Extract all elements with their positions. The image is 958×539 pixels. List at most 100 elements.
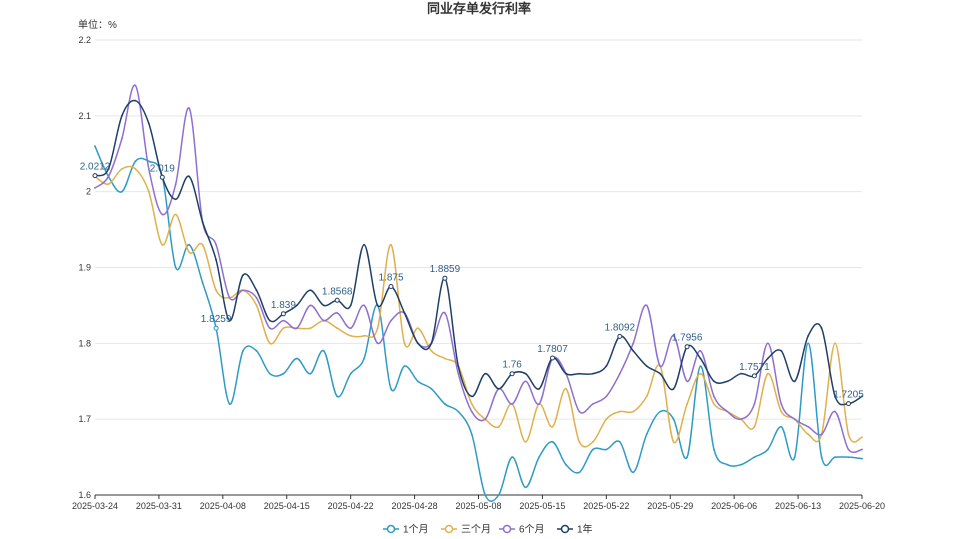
data-point [780, 350, 783, 352]
legend-item[interactable]: 1年 [557, 523, 593, 536]
data-point [713, 395, 715, 398]
data-point [659, 372, 662, 375]
data-point [524, 486, 527, 489]
data-point [780, 410, 783, 413]
data-point [551, 441, 554, 443]
data-point [336, 327, 339, 330]
data-point [713, 380, 715, 383]
data-point [766, 372, 769, 375]
data-point [497, 387, 500, 390]
data-label: 1.839 [271, 300, 296, 311]
data-point [390, 243, 392, 246]
axis-layer: 1.6 1.7 1.8 1.9 2 2.1 2.2 2025-03-24 2025-03-31 2… [72, 35, 885, 511]
data-point [632, 471, 635, 474]
data-label: 1.7571 [739, 362, 770, 373]
x-tick-label: 2025-03-24 [72, 501, 118, 511]
data-label: 1.7807 [537, 344, 568, 355]
data-point [713, 403, 715, 405]
data-label-marker [550, 355, 555, 361]
data-point [740, 372, 742, 375]
data-point [363, 304, 365, 307]
data-point [847, 456, 850, 458]
data-point [188, 107, 191, 110]
chart-title: 同业存单发行利率 [427, 1, 531, 16]
data-point [753, 456, 756, 458]
data-point [632, 350, 635, 352]
data-point [793, 380, 796, 383]
x-tick-label: 2025-06-13 [775, 501, 821, 511]
data-point [457, 372, 460, 375]
data-point [242, 350, 244, 352]
data-point [309, 327, 312, 330]
data-point [713, 448, 715, 451]
data-point [282, 327, 285, 330]
data-point [793, 418, 796, 421]
x-tick-label: 2025-04-22 [328, 501, 374, 511]
data-point [807, 334, 810, 337]
data-point [807, 342, 810, 345]
x-tick-label: 2025-05-08 [455, 501, 501, 511]
data-point [861, 448, 863, 451]
data-point [269, 319, 271, 322]
data-label-marker [388, 284, 394, 289]
data-label: 1.8568 [322, 286, 353, 297]
data-point [470, 395, 473, 398]
data-point [215, 289, 218, 292]
data-point [242, 274, 244, 276]
data-point [618, 441, 621, 443]
data-point [363, 243, 365, 246]
legend-item[interactable]: 1个月 [383, 524, 429, 536]
data-point [686, 456, 688, 458]
data-label-marker [846, 401, 851, 407]
series-line [94, 145, 863, 502]
data-point [659, 410, 662, 413]
data-point [134, 99, 137, 102]
x-tick-label: 2025-05-15 [519, 501, 565, 511]
data-point [134, 160, 137, 163]
data-point [444, 357, 446, 360]
x-tick-label: 2025-06-06 [711, 501, 757, 511]
data-point [686, 403, 688, 405]
data-point [121, 168, 123, 170]
data-point [834, 342, 836, 345]
data-point [430, 387, 433, 390]
data-point [174, 198, 177, 201]
data-point [484, 494, 487, 496]
data-point [107, 183, 110, 186]
data-point [592, 372, 594, 375]
data-point [269, 342, 271, 345]
data-point [470, 433, 473, 436]
data-point [228, 319, 231, 322]
data-point [228, 403, 231, 405]
legend-marker [386, 524, 396, 534]
data-point [766, 448, 769, 451]
series-2 [94, 165, 863, 448]
data-point [147, 168, 150, 170]
data-point [538, 403, 540, 405]
legend-item[interactable]: 6个月 [499, 524, 545, 536]
data-point [538, 387, 540, 390]
data-point [255, 296, 258, 299]
data-point [269, 372, 271, 375]
legend-item[interactable]: 三个月 [441, 524, 491, 536]
data-point [605, 365, 608, 367]
series-1 [94, 145, 863, 502]
data-point [740, 418, 742, 421]
data-point [645, 433, 648, 436]
data-point [605, 395, 608, 398]
data-label: 2.019 [150, 163, 175, 174]
data-point [94, 145, 96, 148]
data-label-marker [509, 371, 515, 377]
legend-marker [444, 524, 454, 534]
data-point [766, 342, 769, 345]
data-label: 1.8859 [430, 264, 461, 275]
data-point [121, 114, 123, 117]
data-point [524, 380, 527, 383]
data-point [726, 410, 729, 413]
data-point [390, 319, 392, 322]
data-label: 1.8259 [201, 314, 232, 325]
data-point [511, 403, 513, 405]
data-point [565, 463, 567, 466]
data-point [430, 342, 433, 345]
data-point [349, 334, 352, 337]
